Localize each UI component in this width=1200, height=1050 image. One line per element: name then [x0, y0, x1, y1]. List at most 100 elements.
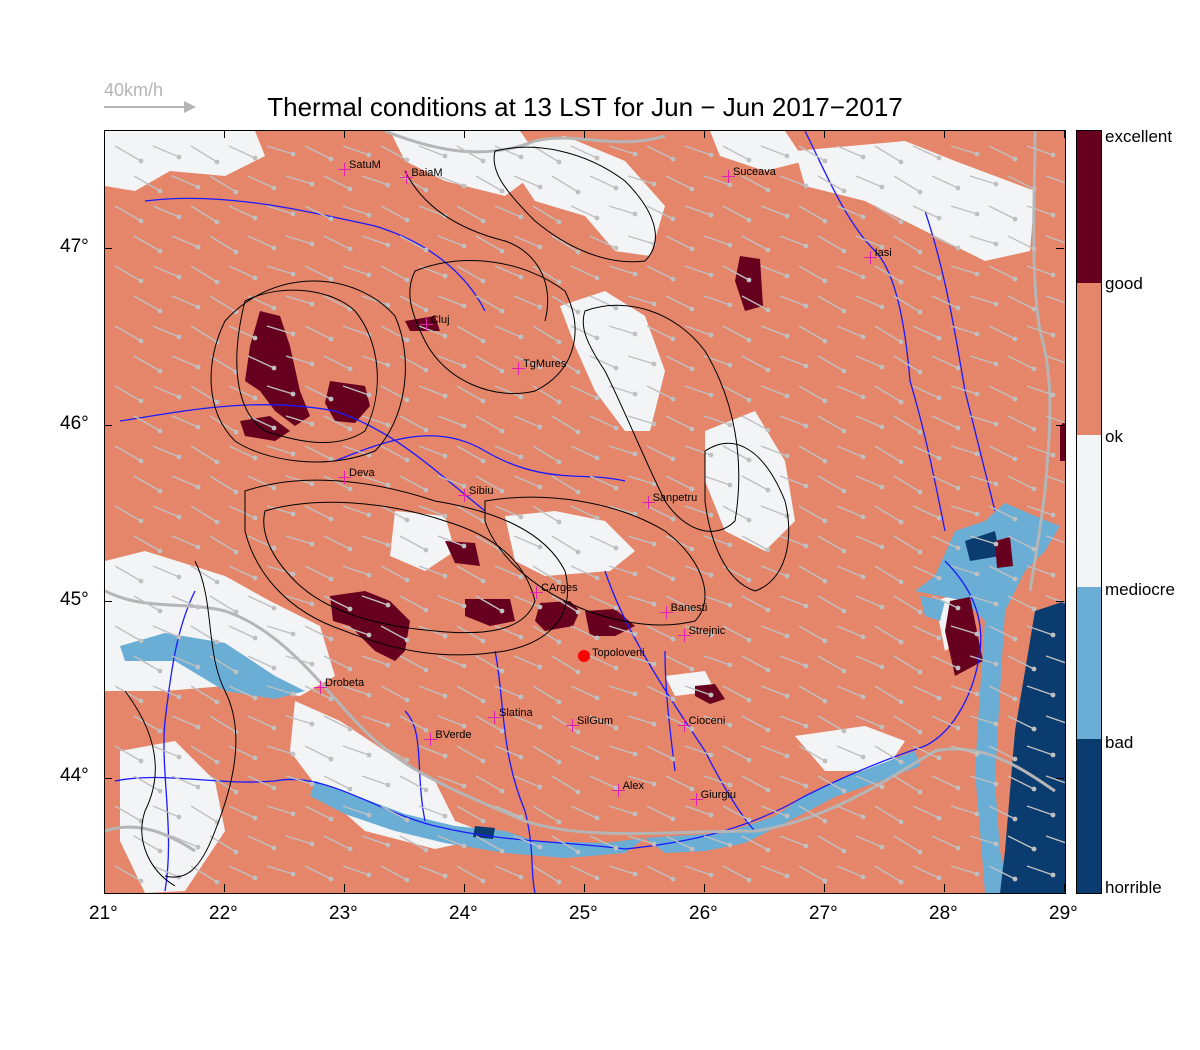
- wind-arrow: [931, 535, 959, 549]
- wind-arrow: [399, 595, 427, 611]
- wind-arrow: [760, 865, 788, 877]
- wind-arrow: [342, 745, 370, 756]
- wind-arrow-head: [442, 573, 448, 579]
- wind-arrow: [741, 475, 769, 491]
- wind-arrow-head: [708, 572, 714, 578]
- wind-arrow: [323, 775, 351, 790]
- wind-arrow: [456, 145, 484, 162]
- wind-arrow-head: [1031, 606, 1037, 612]
- city-label-satum: SatuM: [349, 158, 381, 171]
- wind-arrow: [304, 445, 332, 460]
- wind-arrow: [646, 625, 674, 640]
- wind-arrow-head: [879, 304, 885, 310]
- wind-arrow-head: [461, 783, 467, 789]
- wind-arrow: [817, 235, 845, 252]
- lon-label-23: 23°: [329, 903, 358, 924]
- wind-arrow: [912, 445, 940, 459]
- wind-arrow-head: [480, 638, 486, 644]
- wind-arrow: [1026, 625, 1054, 636]
- city-marker-strejnic: [677, 628, 691, 642]
- wind-arrow-head: [1012, 636, 1018, 642]
- wind-arrow-head: [613, 785, 619, 791]
- wind-arrow-head: [347, 726, 353, 732]
- wind-arrow: [722, 865, 750, 881]
- wind-arrow-head: [594, 515, 600, 521]
- wind-arrow-head: [898, 219, 904, 225]
- wind-arrow-head: [233, 189, 239, 195]
- wind-arrow: [190, 685, 218, 703]
- wind-arrow: [1007, 535, 1035, 550]
- wind-arrow: [646, 565, 674, 580]
- wind-arrow-head: [784, 633, 790, 639]
- wind-arrow-head: [613, 185, 619, 191]
- wind-arrow-head: [822, 698, 828, 704]
- wind-arrow-head: [290, 511, 296, 517]
- wind-arrow: [893, 235, 921, 253]
- wind-arrow-head: [613, 665, 619, 671]
- wind-arrow: [228, 685, 256, 699]
- wind-arrow-head: [252, 695, 258, 701]
- wind-arrow: [627, 235, 655, 245]
- lat-tick: [104, 777, 112, 779]
- wind-arrow: [874, 325, 902, 343]
- wind-arrow: [114, 745, 142, 762]
- wind-arrow: [285, 355, 313, 365]
- wind-arrow: [798, 865, 826, 882]
- wind-arrow-head: [860, 154, 866, 160]
- wind-arrow: [703, 535, 731, 546]
- wind-arrow-head: [822, 158, 828, 164]
- wind-arrow-head: [518, 574, 524, 580]
- city-marker-cioceni: [677, 718, 691, 732]
- wind-arrow-head: [765, 607, 771, 613]
- wind-arrow: [1007, 655, 1035, 670]
- wind-arrow: [361, 475, 389, 486]
- wind-arrow-head: [423, 487, 429, 493]
- wind-arrow-head: [670, 336, 676, 342]
- wind-arrow: [779, 775, 807, 787]
- wind-arrow: [1045, 175, 1065, 184]
- wind-arrow-head: [822, 398, 828, 404]
- wind-arrow: [988, 865, 1016, 880]
- wind-arrow: [494, 445, 522, 458]
- wind-arrow: [1026, 805, 1054, 816]
- wind-arrow-head: [974, 331, 980, 337]
- wind-arrow-head: [157, 668, 163, 674]
- wind-arrow-head: [366, 692, 372, 698]
- wind-arrow: [152, 385, 180, 398]
- wind-arrow: [285, 535, 313, 545]
- wind-arrow: [209, 355, 237, 373]
- wind-arrow: [931, 235, 959, 249]
- wind-arrow-head: [138, 698, 144, 704]
- wind-arrow: [551, 655, 579, 673]
- wind-arrow-head: [898, 579, 904, 585]
- wind-arrow-head: [556, 279, 562, 285]
- wind-arrow: [836, 445, 864, 458]
- wind-arrow-head: [309, 241, 315, 247]
- wind-arrow-head: [822, 638, 828, 644]
- wind-arrow-head: [404, 877, 410, 883]
- wind-arrow: [304, 385, 332, 400]
- wind-arrow-head: [347, 486, 353, 492]
- wind-arrow: [1026, 325, 1054, 336]
- wind-arrow-head: [309, 301, 315, 307]
- wind-arrow: [209, 835, 237, 853]
- wind-arrow: [836, 625, 864, 638]
- wind-arrow: [988, 385, 1016, 400]
- wind-arrow: [589, 475, 617, 489]
- lon-tick-top: [1064, 130, 1065, 138]
- city-marker-baiam: [400, 171, 414, 185]
- wind-arrow: [247, 655, 275, 669]
- wind-arrow: [1026, 865, 1054, 876]
- wind-arrow-head: [632, 151, 638, 157]
- wind-arrow: [171, 595, 199, 608]
- wind-arrow-head: [252, 755, 258, 761]
- wind-arrow: [760, 505, 788, 517]
- wind-arrow-head: [936, 215, 942, 221]
- wind-arrow-head: [366, 152, 372, 158]
- wind-arrow-head: [841, 248, 847, 254]
- wind-arrow-head: [594, 695, 600, 701]
- wind-arrow: [855, 655, 883, 668]
- wind-arrow-head: [708, 212, 714, 218]
- wind-arrow: [304, 205, 332, 220]
- wind-arrow: [133, 235, 161, 252]
